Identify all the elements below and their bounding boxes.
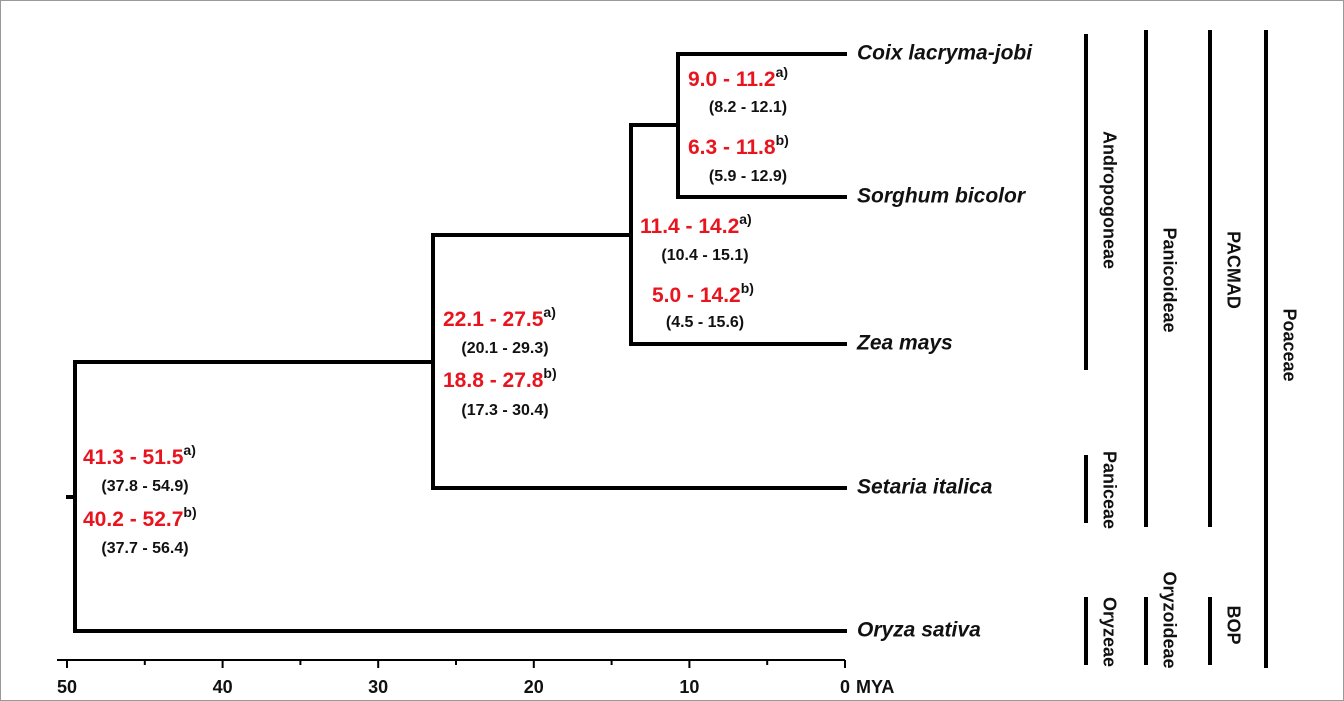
range-value: 18.8 - 27.8 (443, 369, 544, 392)
clade-label: PACMAD (1223, 231, 1243, 309)
range-note: a) (776, 64, 788, 80)
confidence-interval: (8.2 - 12.1) (709, 99, 787, 116)
age-range: 9.0 - 11.2a) (688, 64, 788, 91)
range-value: 9.0 - 11.2 (688, 68, 776, 91)
confidence-interval: (20.1 - 29.3) (461, 340, 548, 357)
range-value: 41.3 - 51.5 (83, 446, 184, 469)
clade-label: Panicoideae (1159, 227, 1179, 332)
confidence-interval: (10.4 - 15.1) (661, 247, 748, 264)
age-range: 5.0 - 14.2b) (652, 280, 754, 307)
taxon-label: Oryza sativa (857, 619, 981, 642)
taxon-label: Zea mays (856, 332, 953, 355)
branch (66, 360, 847, 633)
tick-label: 40 (213, 677, 233, 697)
clade-label: Oryzoideae (1159, 571, 1179, 668)
range-value: 11.4 - 14.2 (640, 215, 739, 238)
range-value: 22.1 - 27.5 (443, 308, 544, 331)
age-range: 6.3 - 11.8b) (688, 132, 789, 159)
tick-label: 50 (57, 677, 77, 697)
taxon-label: Setaria italica (857, 476, 993, 499)
age-range: 18.8 - 27.8b) (443, 365, 557, 392)
clade-label: Poaceae (1279, 308, 1299, 381)
age-range: 11.4 - 14.2a) (640, 211, 752, 238)
confidence-interval: (37.8 - 54.9) (101, 478, 188, 495)
tick-label: 30 (368, 677, 388, 697)
range-value: 5.0 - 14.2 (652, 284, 741, 307)
range-note: b) (183, 504, 196, 520)
age-range: 22.1 - 27.5a) (443, 304, 556, 331)
clade-label: Andropogoneae (1099, 131, 1119, 269)
range-note: b) (776, 132, 789, 148)
clade-label: Oryzeae (1099, 597, 1119, 667)
confidence-interval: (17.3 - 30.4) (461, 402, 548, 419)
range-value: 6.3 - 11.8 (688, 136, 776, 159)
age-range: 41.3 - 51.5a) (83, 442, 196, 469)
clade-label: Paniceae (1099, 451, 1119, 529)
tick-label: 10 (679, 677, 699, 697)
confidence-interval: (5.9 - 12.9) (709, 168, 787, 185)
range-value: 40.2 - 52.7 (83, 508, 183, 531)
range-note: a) (183, 442, 195, 458)
confidence-interval: (37.7 - 56.4) (101, 540, 188, 557)
range-note: a) (739, 211, 751, 227)
tick-label: 0 (840, 677, 850, 697)
taxon-label: Coix lacryma-jobi (857, 42, 1033, 65)
taxon-label: Sorghum bicolor (857, 185, 1027, 208)
confidence-interval: (4.5 - 15.6) (666, 314, 744, 331)
tree (66, 52, 847, 633)
clade-label: BOP (1223, 605, 1243, 644)
age-range: 40.2 - 52.7b) (83, 504, 197, 531)
range-note: b) (741, 280, 754, 296)
axis-unit: MYA (856, 677, 894, 697)
tick-label: 20 (524, 677, 544, 697)
range-note: a) (543, 304, 555, 320)
range-note: b) (543, 365, 556, 381)
